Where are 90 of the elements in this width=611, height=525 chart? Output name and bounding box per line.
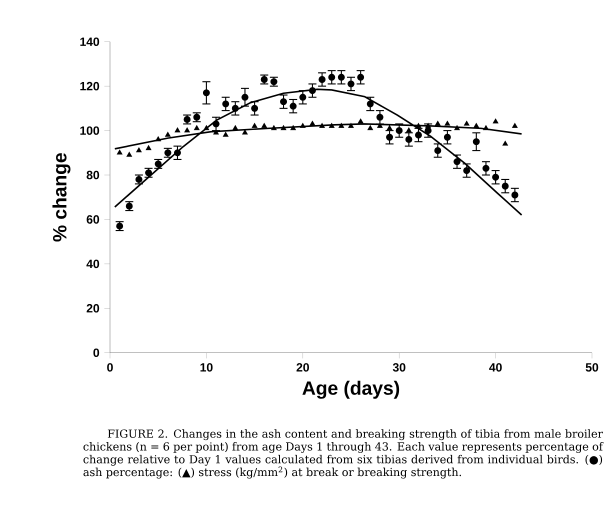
y-tick-label: 140 bbox=[80, 37, 100, 46]
point bbox=[222, 132, 228, 137]
point bbox=[366, 100, 374, 108]
point bbox=[318, 76, 326, 83]
point bbox=[310, 120, 316, 126]
point bbox=[280, 125, 286, 130]
point bbox=[492, 174, 500, 181]
point bbox=[492, 118, 498, 124]
point bbox=[357, 74, 364, 81]
x-tick-label: 50 bbox=[586, 363, 598, 372]
point bbox=[319, 122, 325, 128]
x-axis-title: Age (days) bbox=[302, 380, 400, 399]
y-tick-label: 120 bbox=[80, 82, 100, 90]
point bbox=[202, 89, 210, 96]
point bbox=[251, 104, 258, 112]
point bbox=[126, 152, 132, 157]
point bbox=[396, 127, 403, 134]
point bbox=[434, 120, 441, 126]
x-tick-label: 30 bbox=[392, 363, 406, 372]
point bbox=[155, 136, 162, 142]
point bbox=[415, 132, 422, 138]
caption: FIGURE 2. Changes in the ash content and breaking strength of tibia from male broiler chickens (n = 6 per point) from age Days 1 through 43. Each value represents percentage of change relative to Day 1 values calculated from six tibias derived from individual birds. (●) ash percentage: (▲) stress (kg/mm$^{2}$) at break or breaking strength. bbox=[83, 429, 604, 479]
x-tick-label: 20 bbox=[296, 363, 309, 372]
point bbox=[232, 104, 239, 112]
y-tick-label: 0 bbox=[93, 348, 100, 357]
point bbox=[252, 122, 258, 128]
point bbox=[377, 122, 383, 128]
point bbox=[261, 122, 268, 128]
point bbox=[290, 125, 296, 130]
point bbox=[502, 182, 509, 190]
y-tick-label: 80 bbox=[86, 170, 100, 180]
point bbox=[174, 149, 181, 156]
point bbox=[454, 125, 460, 130]
point bbox=[241, 94, 248, 101]
point bbox=[502, 140, 508, 146]
point bbox=[290, 102, 297, 110]
point bbox=[464, 120, 470, 126]
point bbox=[232, 125, 238, 130]
line-series bbox=[114, 88, 522, 216]
point bbox=[358, 118, 364, 124]
point bbox=[463, 167, 470, 174]
point bbox=[386, 125, 392, 130]
point bbox=[348, 122, 354, 128]
point bbox=[184, 127, 190, 132]
point bbox=[424, 127, 432, 134]
point bbox=[454, 158, 461, 166]
point bbox=[280, 98, 287, 106]
point bbox=[300, 122, 306, 128]
x-tick-label: 0 bbox=[107, 363, 113, 372]
point bbox=[194, 125, 200, 130]
point bbox=[482, 164, 490, 172]
point bbox=[116, 150, 122, 155]
point bbox=[204, 125, 210, 130]
point bbox=[338, 74, 345, 81]
point bbox=[512, 122, 518, 128]
point bbox=[474, 122, 480, 128]
point bbox=[511, 192, 518, 198]
point bbox=[444, 134, 451, 141]
point bbox=[367, 125, 374, 130]
point bbox=[434, 147, 442, 154]
point bbox=[174, 127, 180, 132]
x-tick-label: 10 bbox=[200, 363, 213, 372]
point bbox=[405, 136, 412, 143]
point bbox=[406, 127, 412, 132]
y-tick-label: 60 bbox=[86, 215, 100, 224]
y-tick-label: 20 bbox=[86, 304, 100, 313]
point bbox=[328, 74, 336, 81]
point bbox=[308, 87, 316, 94]
y-tick-label: 40 bbox=[86, 260, 100, 268]
point bbox=[348, 80, 354, 88]
point bbox=[483, 125, 489, 130]
point bbox=[386, 134, 394, 141]
y-tick-label: 100 bbox=[80, 126, 100, 135]
point bbox=[328, 122, 335, 128]
point bbox=[242, 130, 248, 135]
point bbox=[222, 100, 230, 108]
point bbox=[271, 125, 277, 130]
point bbox=[425, 122, 431, 128]
point bbox=[299, 94, 306, 101]
x-tick-label: 40 bbox=[489, 363, 502, 372]
point bbox=[472, 138, 480, 146]
point bbox=[376, 114, 384, 121]
point bbox=[338, 122, 344, 128]
point bbox=[165, 132, 171, 137]
point bbox=[146, 145, 152, 150]
y-axis-title: % change bbox=[52, 153, 70, 242]
point bbox=[416, 122, 422, 128]
point bbox=[212, 120, 220, 128]
point bbox=[136, 147, 142, 152]
point bbox=[444, 120, 450, 126]
